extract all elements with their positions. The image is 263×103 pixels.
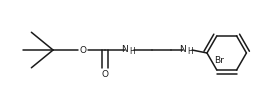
- Text: O: O: [79, 46, 86, 54]
- Text: N: N: [121, 44, 128, 54]
- Text: H: H: [187, 47, 193, 56]
- Text: O: O: [102, 70, 109, 79]
- Text: N: N: [179, 44, 186, 54]
- Text: Br: Br: [214, 56, 224, 65]
- Text: H: H: [129, 47, 135, 56]
